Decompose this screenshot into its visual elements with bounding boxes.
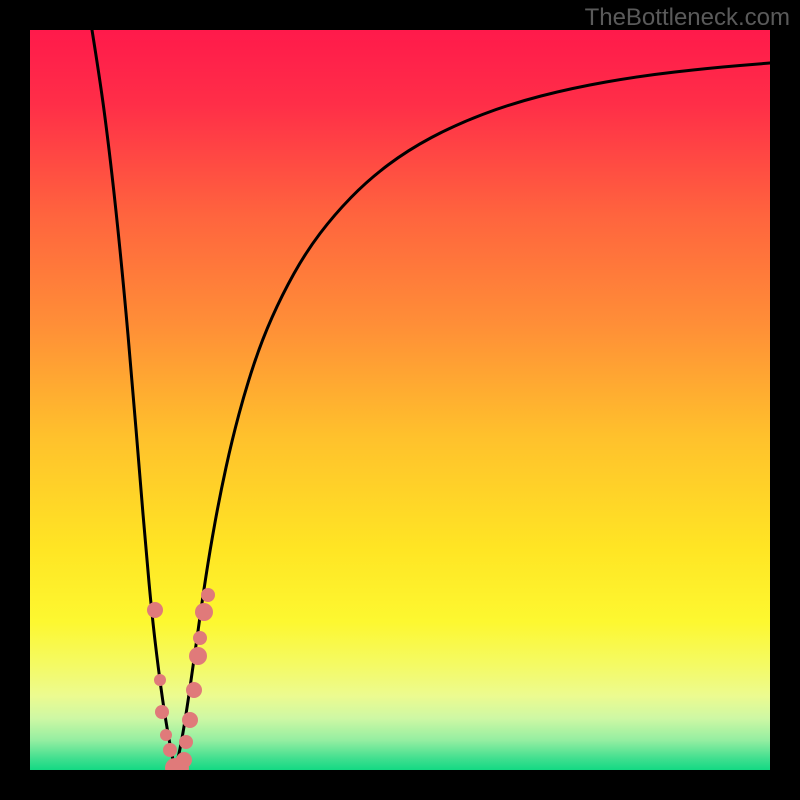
- plot-background: [30, 30, 770, 770]
- scatter-point: [163, 743, 177, 757]
- scatter-point: [154, 674, 166, 686]
- scatter-point: [182, 712, 198, 728]
- scatter-point: [201, 588, 215, 602]
- scatter-point: [179, 735, 193, 749]
- scatter-point: [147, 602, 163, 618]
- scatter-point: [155, 705, 169, 719]
- scatter-point: [193, 631, 207, 645]
- chart-svg: [0, 0, 800, 800]
- scatter-point: [195, 603, 213, 621]
- scatter-point: [186, 682, 202, 698]
- watermark-label: TheBottleneck.com: [585, 4, 790, 32]
- scatter-point: [189, 647, 207, 665]
- scatter-point: [176, 752, 192, 768]
- scatter-point: [160, 729, 172, 741]
- chart-container: TheBottleneck.com: [0, 0, 800, 800]
